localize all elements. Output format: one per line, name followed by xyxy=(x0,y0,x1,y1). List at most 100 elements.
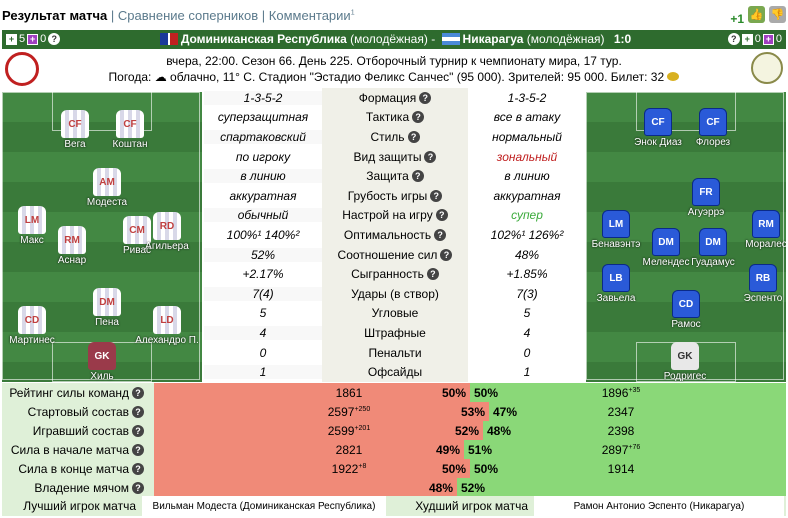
away-bar xyxy=(457,478,786,497)
shirt-icon: DM xyxy=(699,228,727,256)
home-bar xyxy=(154,383,470,402)
player-cf[interactable]: CF Флорез xyxy=(678,108,748,148)
help-icon[interactable]: ? xyxy=(440,248,453,261)
help-icon[interactable]: ? xyxy=(424,150,437,163)
tournament-logo-icon xyxy=(5,52,39,86)
worst-player-value[interactable]: Рамон Антонио Эспенто (Никарагуа) xyxy=(534,496,784,516)
player-cm[interactable]: CM Ривас xyxy=(102,216,172,256)
player-gk[interactable]: GK Хиль xyxy=(67,342,137,382)
weather-label: Погода: xyxy=(108,70,152,84)
help-icon[interactable]: ? xyxy=(430,189,443,202)
shirt-icon: CD xyxy=(672,290,700,318)
help-icon[interactable]: ? xyxy=(727,33,740,45)
player-lb[interactable]: LB Завьела xyxy=(586,264,651,304)
shirt-icon: RD xyxy=(153,212,181,240)
away-bar xyxy=(489,402,786,421)
shirt-icon: CF xyxy=(644,108,672,136)
player-cf[interactable]: CF Энок Диаз xyxy=(623,108,693,148)
player-rm[interactable]: RM Аснар xyxy=(37,226,107,266)
stats-row: 7(4) Удары (в створ) 7(3) xyxy=(204,284,586,304)
compare-label: Сила в начале матча? xyxy=(2,440,154,459)
help-icon[interactable]: ? xyxy=(132,405,144,418)
player-fr[interactable]: FR Агуэррэ xyxy=(671,178,741,218)
player-rm[interactable]: RM Моралес xyxy=(731,210,786,250)
help-icon[interactable]: ? xyxy=(419,91,432,104)
plus-icon: + xyxy=(741,33,753,45)
rating-value: +1 xyxy=(730,12,744,26)
player-dm[interactable]: DM Гуадамус xyxy=(678,228,748,268)
help-icon[interactable]: ? xyxy=(132,443,144,456)
team2-suffix: (молодёжная) xyxy=(526,32,605,46)
away-percent: 47% xyxy=(493,405,518,419)
player-rd[interactable]: RD Агильера xyxy=(132,212,202,252)
help-icon[interactable]: ? xyxy=(132,462,144,475)
shirt-icon: LB xyxy=(602,264,630,292)
player-rb[interactable]: RB Эспенто xyxy=(728,264,786,304)
left-plus-count: 5 xyxy=(19,33,26,45)
home-bar xyxy=(154,402,489,421)
right-field: CF Энок Диаз CF Флорез FR Агуэррэ LM Бенавэнтэ D… xyxy=(586,92,786,382)
stats-row: +2.17% Сыгранность? +1.85% xyxy=(204,264,586,284)
stat-label: Стиль? xyxy=(322,127,468,147)
shirt-icon: FR xyxy=(692,178,720,206)
worst-player-label: Худший игрок матча xyxy=(415,499,528,513)
stat-label: Тактика? xyxy=(322,107,468,128)
compare-bar: 2597+250 53% 47% 2347 xyxy=(154,402,786,421)
tab-comments[interactable]: Комментарии1 xyxy=(269,8,355,23)
help-icon[interactable]: ? xyxy=(132,424,144,437)
away-strength: 1896+35 xyxy=(601,386,641,400)
best-player-value[interactable]: Вильман Модеста (Доминиканская Республик… xyxy=(142,496,386,516)
home-value: 1-3-5-2 xyxy=(204,90,322,105)
shirt-icon: CF xyxy=(699,108,727,136)
home-value: 4 xyxy=(204,325,322,340)
player-dm[interactable]: DM Мелендес xyxy=(631,228,701,268)
help-icon[interactable]: ? xyxy=(412,111,425,124)
help-icon[interactable]: ? xyxy=(411,170,424,183)
help-icon[interactable]: ? xyxy=(426,268,439,281)
team2-name[interactable]: Никарагуа xyxy=(462,32,524,46)
compare-bar: 1861 50% 50% 1896+35 xyxy=(154,383,786,402)
help-icon[interactable]: ? xyxy=(132,386,144,399)
player-cd[interactable]: CD Мартинес xyxy=(2,306,67,346)
away-percent: 51% xyxy=(468,443,493,457)
player-cd[interactable]: CD Рамос xyxy=(651,290,721,330)
player-dm[interactable]: DM Пена xyxy=(72,288,142,328)
tab-separator: | xyxy=(261,8,266,23)
player-name: Агуэррэ xyxy=(687,207,725,218)
stat-label: Защита? xyxy=(322,166,468,186)
player-cf[interactable]: CF Коштан xyxy=(95,110,165,150)
player-lm[interactable]: LM Макс xyxy=(2,206,67,246)
help-icon[interactable]: ? xyxy=(48,33,61,45)
thumbs-up-icon[interactable]: 👍 xyxy=(748,5,765,23)
shirt-icon: DM xyxy=(652,228,680,256)
stat-label: Вид защиты? xyxy=(322,146,468,167)
help-icon[interactable]: ? xyxy=(132,481,144,494)
team1-name[interactable]: Доминиканская Республика xyxy=(180,32,347,46)
tab-result[interactable]: Результат матча xyxy=(2,8,108,23)
player-lm[interactable]: LM Бенавэнтэ xyxy=(586,210,651,250)
away-value: 48% xyxy=(514,247,540,262)
player-name: Мартинес xyxy=(9,335,55,346)
help-icon[interactable]: ? xyxy=(407,130,420,143)
shirt-icon: CF xyxy=(61,110,89,138)
home-value: спартаковский xyxy=(204,129,322,144)
player-name: Энок Диаз xyxy=(634,137,682,148)
player-am[interactable]: AM Модеста xyxy=(72,168,142,208)
player-name: Мелендес xyxy=(642,257,690,268)
player-cf[interactable]: CF Вега xyxy=(40,110,110,150)
match-info-line: вчера, 22:00. Сезон 66. День 225. Отборо… xyxy=(166,54,622,68)
shirt-icon: RM xyxy=(58,226,86,254)
help-icon[interactable]: ? xyxy=(435,209,448,222)
home-percent: 48% xyxy=(428,481,453,495)
plus-purple-icon: + xyxy=(27,33,39,45)
player-name: Гуадамус xyxy=(691,257,735,268)
stat-label: Соотношение сил? xyxy=(322,244,468,265)
player-gk[interactable]: GK Родригес xyxy=(650,342,720,382)
compare-row: Владение мячом? 48% 52% xyxy=(2,478,786,497)
shirt-icon: LM xyxy=(602,210,630,238)
player-name: Коштан xyxy=(112,139,148,150)
thumbs-down-icon[interactable]: 👎 xyxy=(769,5,786,23)
help-icon[interactable]: ? xyxy=(434,228,447,241)
tab-compare[interactable]: Сравнение соперников xyxy=(117,8,259,23)
player-ld[interactable]: LD Алехандро П. xyxy=(132,306,202,346)
